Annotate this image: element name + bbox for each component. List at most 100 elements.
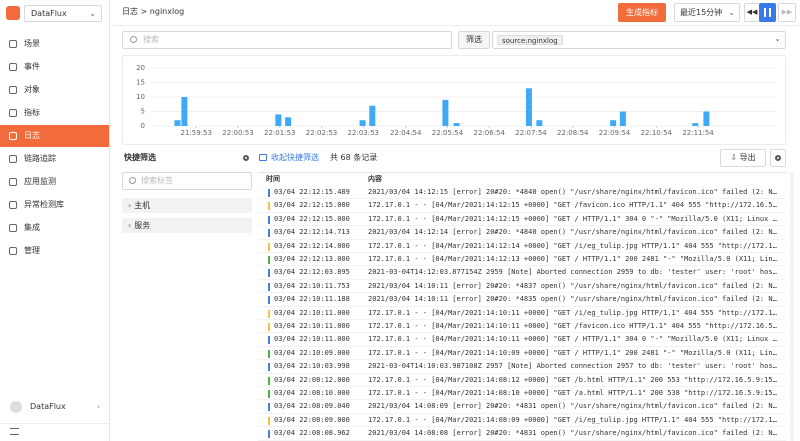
log-row[interactable]: 03/04 22:12:15.489 2021/03/04 14:12:15 [e… [258,186,786,200]
menu-item[interactable]: 对象 [0,79,109,101]
menu-icon [9,86,17,94]
log-row[interactable]: 03/04 22:12:14.000 172.17.0.1 - - [04/Mar… [258,240,786,253]
x-tick-label: 22:02:53 [306,129,337,137]
collapse-quick-filter[interactable]: 收起快捷筛选 [271,153,319,162]
menu-item[interactable]: 集成 [0,217,109,239]
filter-button[interactable]: 筛选 [458,31,490,49]
log-content: 172.17.0.1 - - [04/Mar/2021:14:08:12 +00… [368,375,780,384]
settings-icon[interactable] [243,155,249,161]
x-tick-label: 22:09:54 [599,129,631,137]
log-time: 03/04 22:12:15.000 [274,201,350,210]
menu-label: 链路追踪 [24,154,56,163]
menu-item[interactable]: 指标 [0,102,109,124]
log-row[interactable]: 03/04 22:08:12.000 172.17.0.1 - - [04/Mar… [258,374,786,387]
log-row[interactable]: 03/04 22:10:11.753 2021/03/04 14:10:11 [e… [258,280,786,294]
time-range-select[interactable]: 最近15分钟 ⌄ [674,3,740,22]
chevron: ⌄ [774,34,781,43]
log-row[interactable]: 03/04 22:10:03.998 2021-03-04T14:10:03.98… [258,360,786,374]
breadcrumb-item: nginxlog [149,7,185,16]
menu-icon [9,247,17,255]
log-row[interactable]: 03/04 22:08:09.000 172.17.0.1 - - [04/Mar… [258,414,786,428]
log-row[interactable]: 03/04 22:12:03.895 2021-03-04T14:12:03.87… [258,266,786,280]
filter-box[interactable]: source:nginxlog ⌄ [492,31,786,49]
menu-item[interactable]: 管理 [0,240,109,262]
status-indicator [268,430,270,439]
x-tick-label: 22:06:54 [474,129,506,137]
log-row[interactable]: 03/04 22:12:13.000 172.17.0.1 - - [04/Mar… [258,253,786,267]
log-content: 172.17.0.1 - - [04/Mar/2021:14:08:09 +00… [368,415,780,424]
log-row[interactable]: 03/04 22:10:11.188 2021/03/04 14:10:11 [e… [258,293,786,307]
column-header: 时间 [266,175,280,183]
create-metric-button[interactable]: 生成指标 [618,3,666,22]
search-input[interactable]: 搜索 [122,31,452,49]
log-time: 03/04 22:10:11.000 [274,308,350,317]
log-row[interactable]: 03/04 22:08:08.962 2021/03/04 14:08:08 [e… [258,427,786,441]
status-indicator [268,349,270,358]
collapse-icon[interactable] [10,428,19,435]
menu-label: 指标 [24,108,40,117]
menu-item[interactable]: 场景 [0,33,109,55]
log-row[interactable]: 03/04 22:10:11.000 172.17.0.1 - - [04/Mar… [258,320,786,334]
menu-item[interactable]: 链路追踪 [0,148,109,170]
menu-icon [9,109,17,117]
log-content: 2021/03/04 14:08:08 [error] 20#20: *4831… [368,429,780,438]
log-row[interactable]: 03/04 22:12:15.000 172.17.0.1 - - [04/Mar… [258,213,786,227]
status-indicator [268,323,270,331]
user-name[interactable]: DataFlux [30,402,66,411]
filter-group[interactable]: › 服务 [122,218,252,233]
table-settings-button[interactable] [770,149,786,167]
status-indicator [268,416,270,425]
tag-search-input[interactable]: 搜索标签 [122,172,252,190]
chevron: ⌄ [728,8,735,17]
menu-label: 集成 [24,223,40,232]
log-row[interactable]: 03/04 22:08:10.000 172.17.0.1 - - [04/Mar… [258,387,786,401]
status-indicator [268,336,270,345]
menu-item[interactable]: 日志 [0,125,109,147]
log-time: 03/04 22:10:11.753 [274,281,350,290]
bar [369,105,376,126]
log-row[interactable]: 03/04 22:08:09.040 2021/03/04 14:08:09 [e… [258,400,786,414]
log-content: 2021/03/04 14:12:14 [error] 20#20: *4840… [368,228,780,237]
bar [619,111,626,126]
log-content: 172.17.0.1 - - [04/Mar/2021:14:12:14 +00… [368,241,780,250]
x-tick-label: 22:00:53 [222,129,253,137]
menu-icon [9,178,17,186]
log-content: 172.17.0.1 - - [04/Mar/2021:14:10:11 +00… [368,322,780,330]
menu-icon [9,201,17,209]
forward-button[interactable]: ▶▶ [778,3,796,22]
chevron: ⌄ [89,9,96,18]
group-arrow: › [128,221,132,230]
export-icon: ⇩ [730,153,738,162]
rewind-button[interactable]: ◀◀ [744,3,760,22]
menu-item[interactable]: 应用监测 [0,171,109,193]
log-row[interactable]: 03/04 22:10:11.000 172.17.0.1 - - [04/Mar… [258,307,786,320]
menu-label: 日志 [24,131,40,140]
x-tick-label: 22:03:53 [348,129,379,137]
bar [453,123,460,126]
workspace-select[interactable]: DataFlux ⌄ [24,5,102,22]
log-row[interactable]: 03/04 22:10:11.000 172.17.0.1 - - [04/Mar… [258,333,786,347]
status-indicator [268,363,270,372]
log-time: 03/04 22:10:03.998 [274,362,350,371]
log-row[interactable]: 03/04 22:10:09.000 172.17.0.1 - - [04/Mar… [258,347,786,361]
bar [181,97,188,126]
menu-label: 应用监测 [24,177,56,186]
breadcrumb-item[interactable]: 日志 [122,7,138,16]
log-time: 03/04 22:10:11.000 [274,335,350,344]
filter-group[interactable]: › 主机 [122,198,252,213]
breadcrumb: 日志 > nginxlog [122,7,184,17]
bar [174,120,181,126]
log-content: 2021-03-04T14:12:03.877154Z 2959 [Note] … [368,268,780,277]
log-row[interactable]: 03/04 22:12:15.000 172.17.0.1 - - [04/Mar… [258,199,786,213]
log-row[interactable]: 03/04 22:12:14.713 2021/03/04 14:12:14 [e… [258,226,786,240]
export-button[interactable]: ⇩ 导出 [720,149,766,167]
export-label: 导出 [739,153,756,162]
y-tick-label: 5 [141,108,145,116]
pause-button[interactable] [759,3,776,22]
menu-item[interactable]: 事件 [0,56,109,78]
status-indicator [268,403,270,412]
menu-item[interactable]: 异常检测库 [0,194,109,216]
filter-tag[interactable]: source:nginxlog [497,35,563,45]
